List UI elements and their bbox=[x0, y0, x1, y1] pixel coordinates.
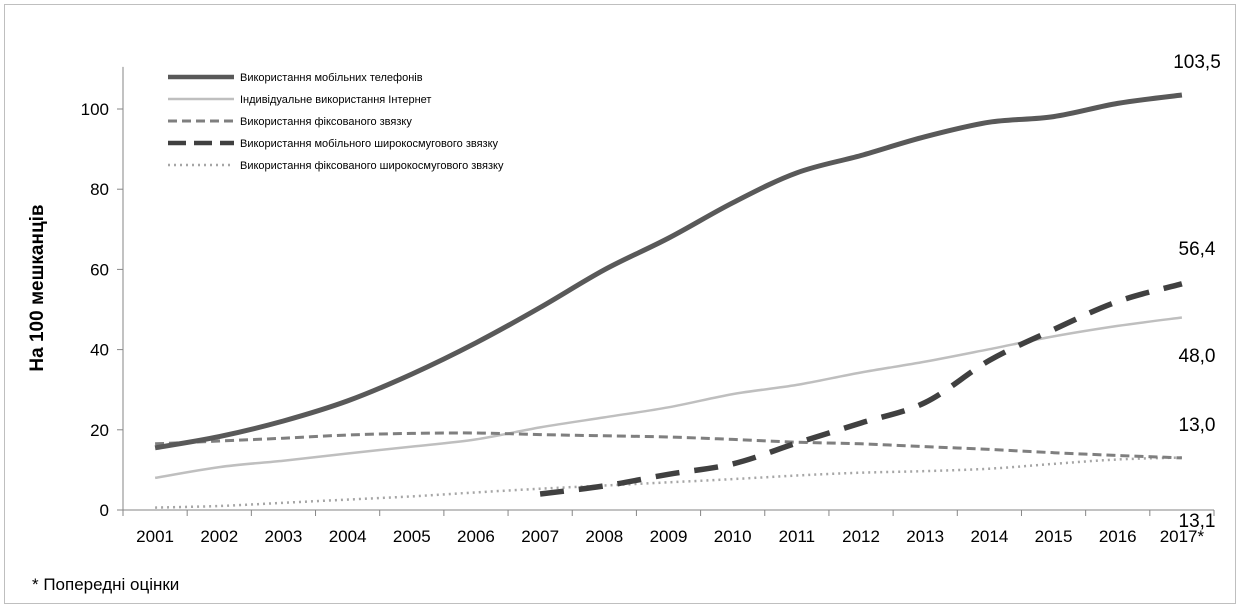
x-tick-label: 2009 bbox=[650, 527, 688, 546]
legend-label-mobile-phones: Використання мобільних телефонів bbox=[240, 72, 423, 84]
legend-label-mobile-broadband: Використання мобільного широкосмугового … bbox=[240, 138, 499, 150]
series-line-mobile-phones bbox=[154, 92, 1183, 451]
x-tick-label: 2011 bbox=[779, 527, 816, 546]
data-label: 13,1 bbox=[1179, 511, 1216, 532]
x-tick-label: 2008 bbox=[585, 527, 623, 546]
y-tick-label: 20 bbox=[90, 421, 109, 440]
x-tick-label: 2007 bbox=[521, 527, 559, 546]
x-tick-label: 2014 bbox=[970, 527, 1008, 546]
x-tick-label: 2003 bbox=[265, 527, 303, 546]
data-label: 103,5 bbox=[1173, 52, 1221, 73]
series-line-mobile-broadband bbox=[539, 281, 1183, 497]
legend-label-internet: Індивідуальне використання Інтернет bbox=[240, 94, 431, 106]
x-tick-label: 2012 bbox=[842, 527, 880, 546]
x-tick-label: 2005 bbox=[393, 527, 431, 546]
y-tick-label: 100 bbox=[81, 100, 109, 119]
y-axis-title: На 100 мешканців bbox=[27, 204, 48, 371]
x-tick-label: 2017* bbox=[1160, 527, 1205, 546]
series-line-fixed-line bbox=[155, 431, 1182, 460]
series-line-fixed-broadband bbox=[155, 456, 1182, 509]
legend: Використання мобільних телефонів Індивіду… bbox=[168, 72, 504, 172]
y-tick-label: 60 bbox=[90, 260, 109, 279]
chart-frame bbox=[4, 4, 1236, 604]
x-tick-label: 2006 bbox=[457, 527, 495, 546]
y-tick-label: 0 bbox=[100, 501, 109, 520]
y-tick-label: 40 bbox=[90, 341, 109, 360]
x-tick-label: 2013 bbox=[906, 527, 944, 546]
data-label: 13,0 bbox=[1179, 415, 1216, 436]
x-tick-label: 2004 bbox=[329, 527, 367, 546]
x-tick-label: 2015 bbox=[1035, 527, 1073, 546]
y-tick-label: 80 bbox=[90, 180, 109, 199]
data-label: 48,0 bbox=[1179, 346, 1216, 367]
series-line-internet bbox=[154, 316, 1183, 480]
footnote: * Попередні оцінки bbox=[32, 575, 180, 594]
legend-label-fixed-broadband: Використання фіксованого широкосмугового… bbox=[240, 160, 504, 172]
data-label: 56,4 bbox=[1179, 239, 1216, 260]
series-lines bbox=[154, 92, 1183, 509]
x-tick-label: 2016 bbox=[1099, 527, 1137, 546]
x-tick-label: 2001 bbox=[136, 527, 174, 546]
x-tick-label: 2010 bbox=[714, 527, 752, 546]
data-labels: 103,5 56,4 48,0 13,0 13,1 bbox=[1173, 52, 1221, 532]
axes: 0 20 40 60 80 100 2001 2002 2003 2004 2005 2006 2007… bbox=[81, 66, 1215, 546]
x-tick-label: 2002 bbox=[200, 527, 238, 546]
legend-label-fixed-line: Використання фіксованого звязку bbox=[240, 116, 412, 128]
